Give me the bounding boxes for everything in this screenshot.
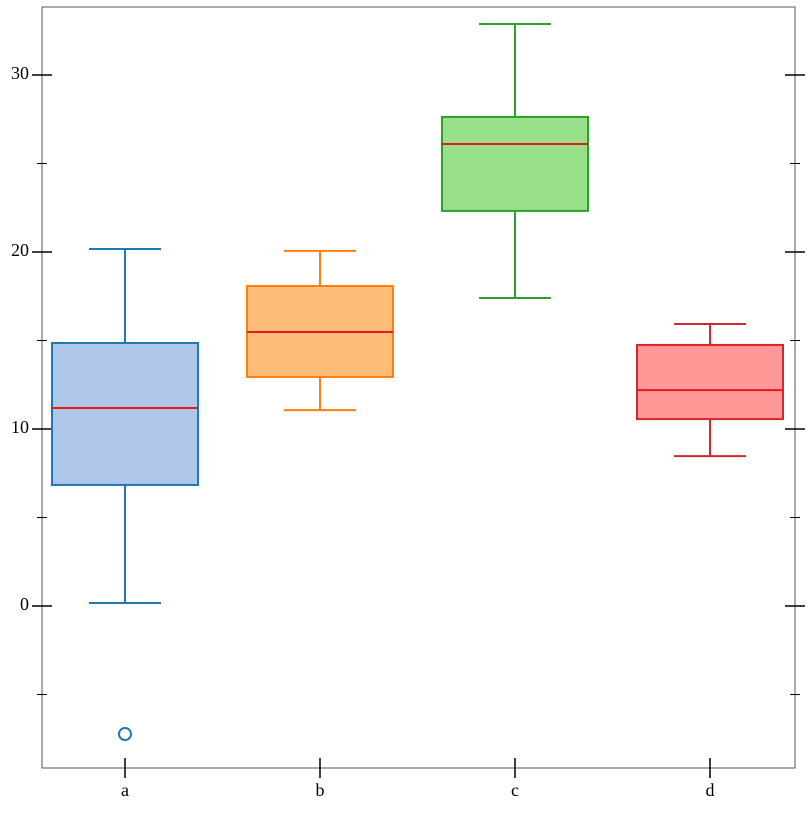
box bbox=[636, 343, 784, 421]
y-tick-label: 30 bbox=[11, 63, 29, 83]
y-tick-label: 0 bbox=[20, 594, 29, 614]
x-tick-label: d bbox=[706, 780, 715, 800]
box bbox=[441, 115, 589, 212]
x-tick-label: a bbox=[121, 780, 129, 800]
y-tick-label: 20 bbox=[11, 240, 29, 260]
flier bbox=[118, 727, 132, 742]
x-tick-label: b bbox=[316, 780, 325, 800]
x-tick-label: c bbox=[511, 780, 519, 800]
y-tick-label: 10 bbox=[11, 417, 29, 437]
plot-frame bbox=[41, 6, 796, 769]
box bbox=[51, 341, 199, 486]
